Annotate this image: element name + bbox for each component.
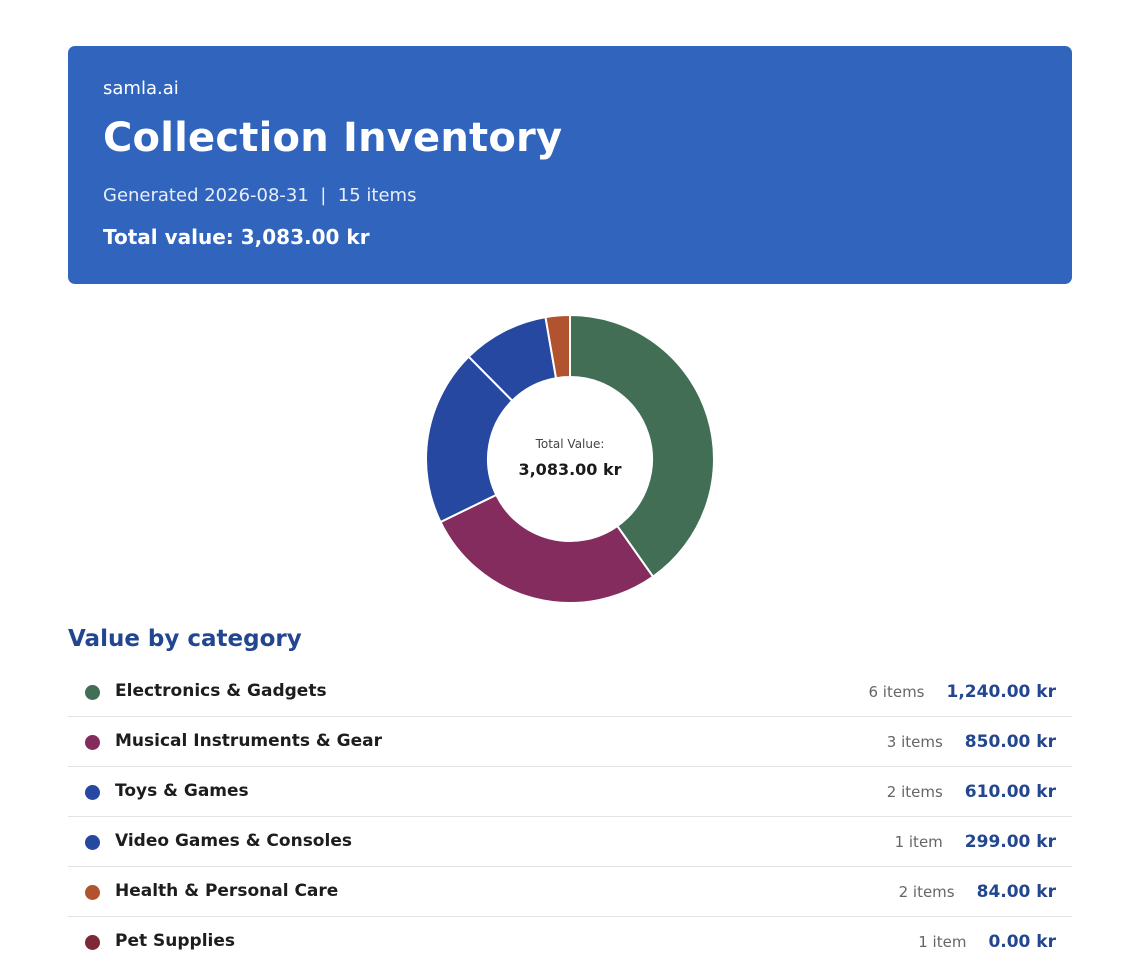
category-value: 84.00 kr [976,882,1056,902]
category-value: 0.00 kr [988,932,1056,952]
category-color-dot [85,735,100,750]
report-meta: Generated 2026-08-31 | 15 items [103,185,417,206]
chart-center-value: 3,083.00 kr [518,460,622,479]
category-list: Electronics & Gadgets 6 items 1,240.00 k… [68,667,1072,967]
brand-name: samla.ai [103,78,179,99]
category-item-count: 1 item [894,833,943,851]
category-name: Health & Personal Care [115,881,339,901]
category-row: Pet Supplies 1 item 0.00 kr [68,917,1072,967]
category-value: 610.00 kr [964,782,1056,802]
category-value: 299.00 kr [964,832,1056,852]
category-item-count: 2 items [886,783,943,801]
category-name: Electronics & Gadgets [115,681,327,701]
category-row: Video Games & Consoles 1 item 299.00 kr [68,817,1072,867]
report-header: samla.ai Collection Inventory Generated … [68,46,1072,284]
category-color-dot [85,935,100,950]
donut-slice-health-personal-care [544,313,571,380]
category-color-dot [85,885,100,900]
category-value: 1,240.00 kr [946,682,1057,702]
total-value: Total value: 3,083.00 kr [103,225,370,249]
category-value: 850.00 kr [964,732,1056,752]
category-name: Video Games & Consoles [115,831,352,851]
donut-chart-svg [425,313,715,604]
category-row: Toys & Games 2 items 610.00 kr [68,767,1072,817]
category-row: Musical Instruments & Gear 3 items 850.0… [68,717,1072,767]
category-row: Health & Personal Care 2 items 84.00 kr [68,867,1072,917]
category-color-dot [85,685,100,700]
category-color-dot [85,835,100,850]
chart-center-label: Total Value: [535,437,605,451]
donut-chart: Total Value: 3,083.00 kr [420,309,720,609]
category-item-count: 3 items [886,733,943,751]
category-row: Electronics & Gadgets 6 items 1,240.00 k… [68,667,1072,717]
category-name: Toys & Games [115,781,249,801]
category-name: Pet Supplies [115,931,236,951]
page-title: Collection Inventory [103,115,563,161]
section-title: Value by category [68,626,302,652]
category-item-count: 2 items [898,883,955,901]
category-name: Musical Instruments & Gear [115,731,383,751]
donut-slice-musical-instruments-gear [439,493,655,604]
category-color-dot [85,785,100,800]
category-item-count: 6 items [868,683,925,701]
donut-slice-electronics-gadgets [569,313,715,579]
category-item-count: 1 item [918,933,967,951]
